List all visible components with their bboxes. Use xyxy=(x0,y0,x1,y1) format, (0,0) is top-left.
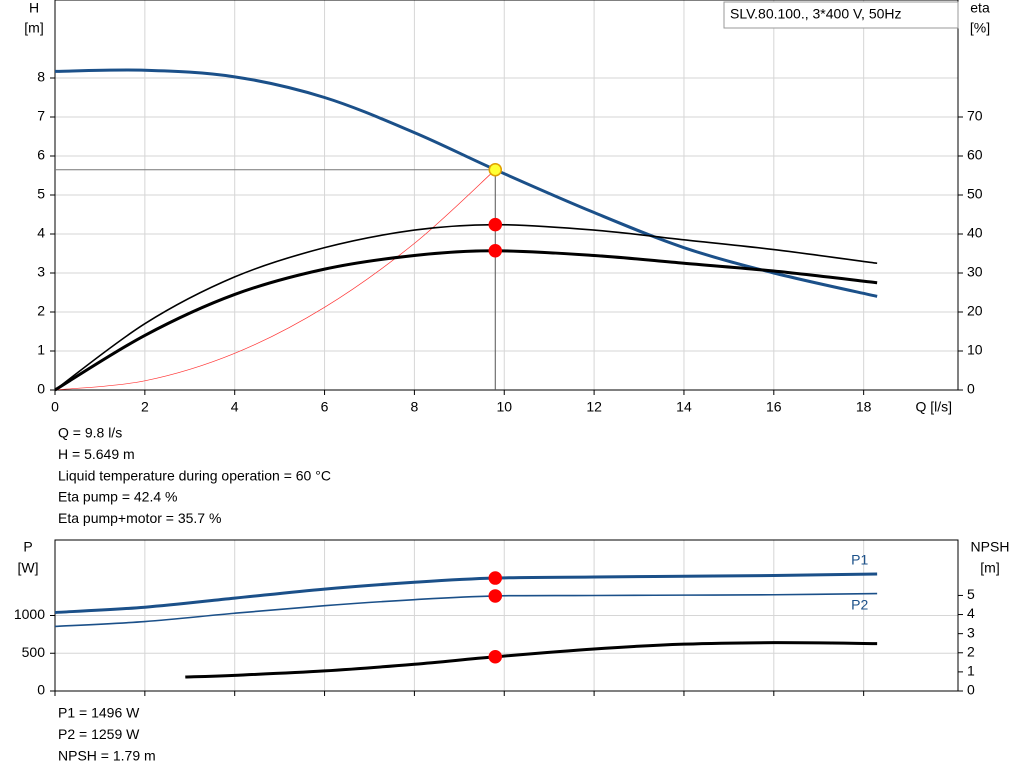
y-axis-unit: [m] xyxy=(24,20,43,36)
y-tick-label: 2 xyxy=(37,303,45,319)
y-tick-label: 0 xyxy=(37,381,45,397)
curve xyxy=(54,223,878,391)
y2-tick-label: 70 xyxy=(967,108,983,124)
y-axis-unit: [W] xyxy=(18,560,39,576)
curve xyxy=(54,169,496,391)
curve xyxy=(54,68,878,298)
info-line: P1 = 1496 W xyxy=(58,705,140,721)
y2-tick-label: 20 xyxy=(967,303,983,319)
y2-tick-label: 50 xyxy=(967,186,983,202)
operating-point xyxy=(488,650,503,664)
x-tick-label: 6 xyxy=(321,399,329,415)
x-tick-label: 8 xyxy=(411,399,419,415)
x-tick-label: 0 xyxy=(51,399,59,415)
y2-tick-label: 2 xyxy=(967,643,975,659)
x-tick-label: 12 xyxy=(586,399,602,415)
y-tick-label: 500 xyxy=(22,644,46,660)
operating-point xyxy=(488,571,503,585)
plot-frame xyxy=(54,539,959,692)
x-axis-label: Q [l/s] xyxy=(915,399,952,415)
operating-point xyxy=(488,162,503,177)
x-tick-label: 10 xyxy=(496,399,512,415)
y-axis-label: H xyxy=(29,0,39,16)
curve xyxy=(54,249,878,392)
curve xyxy=(54,592,878,628)
info-line: Q = 9.8 l/s xyxy=(58,425,122,441)
x-tick-label: 4 xyxy=(231,399,239,415)
annotation: SLV.80.100., 3*400 V, 50Hz xyxy=(730,6,902,22)
y2-tick-label: 40 xyxy=(967,225,983,241)
y-tick-label: 1 xyxy=(37,342,45,358)
series-label: P2 xyxy=(851,596,868,612)
y2-axis-unit: [%] xyxy=(970,20,990,36)
y2-tick-label: 30 xyxy=(967,264,983,280)
y-tick-label: 0 xyxy=(37,682,45,698)
x-tick-label: 18 xyxy=(856,399,872,415)
x-tick-label: 2 xyxy=(141,399,149,415)
info-line: NPSH = 1.79 m xyxy=(58,747,156,763)
chart-layer: 0 2 4 6 8 10 12 14 16 18012345678010203040506070H… xyxy=(14,0,1010,763)
y-tick-label: 6 xyxy=(37,147,45,163)
annotation-box xyxy=(723,1,959,29)
info-line: Eta pump = 42.4 % xyxy=(58,489,177,505)
y-tick-label: 7 xyxy=(37,108,45,124)
y-tick-label: 4 xyxy=(37,225,45,241)
y2-tick-label: 5 xyxy=(967,586,975,602)
series-label: P1 xyxy=(851,552,868,568)
info-line: H = 5.649 m xyxy=(58,446,135,462)
y2-tick-label: 1 xyxy=(967,663,975,679)
y-axis-label: P xyxy=(23,539,32,555)
info-line: Liquid temperature during operation = 60… xyxy=(58,467,331,483)
operating-point xyxy=(488,217,503,232)
operating-point xyxy=(488,244,503,258)
y2-tick-label: 4 xyxy=(967,605,975,621)
info-line: Eta pump+motor = 35.7 % xyxy=(58,510,221,526)
y-tick-label: 3 xyxy=(37,264,45,280)
x-tick-label: 14 xyxy=(676,399,692,415)
y2-tick-label: 0 xyxy=(967,682,975,698)
y2-tick-label: 0 xyxy=(967,381,975,397)
y-tick-label: 8 xyxy=(37,69,45,85)
x-tick-label: 16 xyxy=(766,399,782,415)
y2-axis-unit: [m] xyxy=(980,560,999,576)
curve xyxy=(54,572,878,614)
plot-frame xyxy=(54,0,959,391)
y-tick-label: 1000 xyxy=(14,606,45,622)
operating-point xyxy=(488,589,503,603)
y2-tick-label: 3 xyxy=(967,624,975,640)
info-line: P2 = 1259 W xyxy=(58,726,140,742)
y-tick-label: 5 xyxy=(37,186,45,202)
y2-axis-label: eta xyxy=(970,0,990,16)
y2-tick-label: 60 xyxy=(967,147,983,163)
y2-axis-label: NPSH xyxy=(971,539,1010,555)
y2-tick-label: 10 xyxy=(967,342,983,358)
